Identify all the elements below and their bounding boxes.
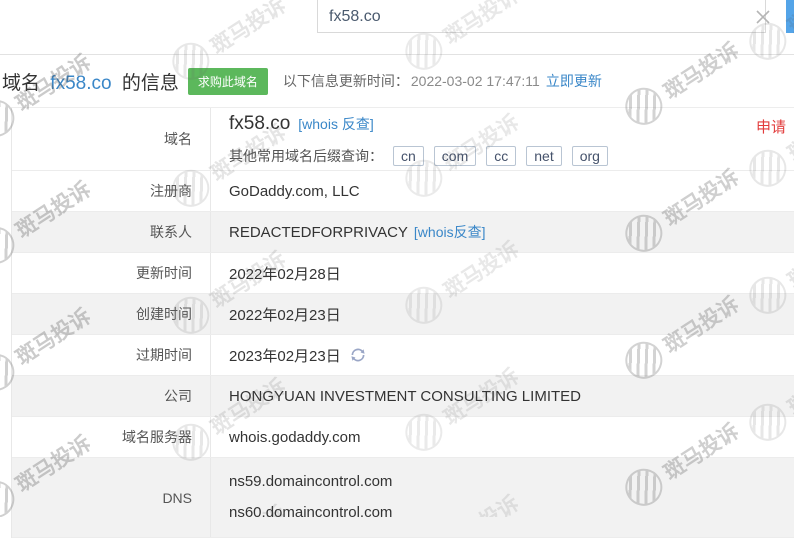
contact-whois-reverse-link[interactable]: [whois反查]	[413, 224, 486, 240]
divider	[0, 54, 794, 55]
row-label: 注册商	[12, 171, 211, 211]
row-label: 更新时间	[12, 253, 211, 293]
registrar-value: GoDaddy.com, LLC	[229, 182, 360, 200]
contact-value: REDACTEDFORPRIVACY	[229, 223, 408, 241]
dns-server-2: ns60.domaincontrol.com	[229, 504, 393, 521]
row-label: 联系人	[12, 212, 211, 252]
title-suffix: 的信息	[121, 72, 179, 94]
expiry-date-value: 2023年02月23日	[229, 347, 341, 365]
table-row-expiry-date: 过期时间 2023年02月23日	[12, 335, 794, 376]
row-label: 公司	[12, 376, 211, 416]
table-row-created-date: 创建时间 2022年02月23日	[12, 294, 794, 335]
row-label: 域名服务器	[12, 417, 211, 457]
table-row-dns: DNS ns59.domaincontrol.com ns60.domainco…	[12, 458, 794, 538]
table-row-updated-date: 更新时间 2022年02月28日	[12, 253, 794, 294]
clear-search-icon[interactable]	[755, 9, 771, 25]
table-row-company: 公司 HONGYUAN INVESTMENT CONSULTING LIMITE…	[12, 376, 794, 417]
search-button[interactable]	[786, 0, 794, 33]
row-label: DNS	[12, 458, 211, 537]
whois-server-value: whois.godaddy.com	[229, 428, 361, 446]
refresh-expiry-icon[interactable]	[349, 346, 367, 364]
suffix-box-net[interactable]: net	[526, 146, 562, 166]
table-row-registrar: 注册商 GoDaddy.com, LLC	[12, 171, 794, 212]
updated-date-value: 2022年02月28日	[229, 265, 341, 283]
whois-info-table: 域名 fx58.co [whois 反查] 其他常用域名后缀查询： cn com…	[11, 107, 794, 538]
update-info: 以下信息更新时间： 2022-03-02 17:47:11	[283, 71, 540, 91]
suffix-box-org[interactable]: org	[571, 146, 608, 166]
table-row-domain: 域名 fx58.co [whois 反查] 其他常用域名后缀查询： cn com…	[12, 108, 794, 171]
update-info-label: 以下信息更新时间：	[282, 73, 409, 89]
buy-domain-button[interactable]: 求购此域名	[187, 67, 268, 95]
suffix-query-label: 其他常用域名后缀查询：	[229, 148, 383, 164]
whois-reverse-link[interactable]: [whois 反查]	[298, 116, 374, 132]
table-row-whois-server: 域名服务器 whois.godaddy.com	[12, 417, 794, 458]
suffix-box-cn[interactable]: cn	[393, 146, 424, 166]
company-value: HONGYUAN INVESTMENT CONSULTING LIMITED	[229, 387, 581, 405]
row-label: 过期时间	[12, 335, 211, 375]
table-row-contact: 联系人 REDACTEDFORPRIVACY [whois反查]	[12, 212, 794, 253]
refresh-now-link[interactable]: 立即更新	[545, 73, 602, 89]
domain-value: fx58.co	[229, 113, 291, 134]
update-timestamp: 2022-03-02 17:47:11	[410, 73, 540, 89]
search-input[interactable]	[317, 0, 766, 33]
suffix-box-cc[interactable]: cc	[486, 146, 517, 166]
page-title: 域名 fx58.co 的信息	[2, 68, 179, 95]
suffix-box-com[interactable]: com	[433, 146, 477, 166]
created-date-value: 2022年02月23日	[229, 306, 341, 324]
title-prefix: 域名	[2, 72, 41, 94]
apply-link[interactable]: 申请	[756, 119, 787, 136]
row-label: 域名	[12, 108, 211, 170]
row-label: 创建时间	[12, 294, 211, 334]
title-domain: fx58.co	[50, 72, 112, 94]
watermark-text: 斑马投诉	[206, 0, 290, 59]
dns-server-1: ns59.domaincontrol.com	[229, 473, 393, 490]
page-header: 域名 fx58.co 的信息 求购此域名 以下信息更新时间： 2022-03-02…	[0, 55, 794, 107]
